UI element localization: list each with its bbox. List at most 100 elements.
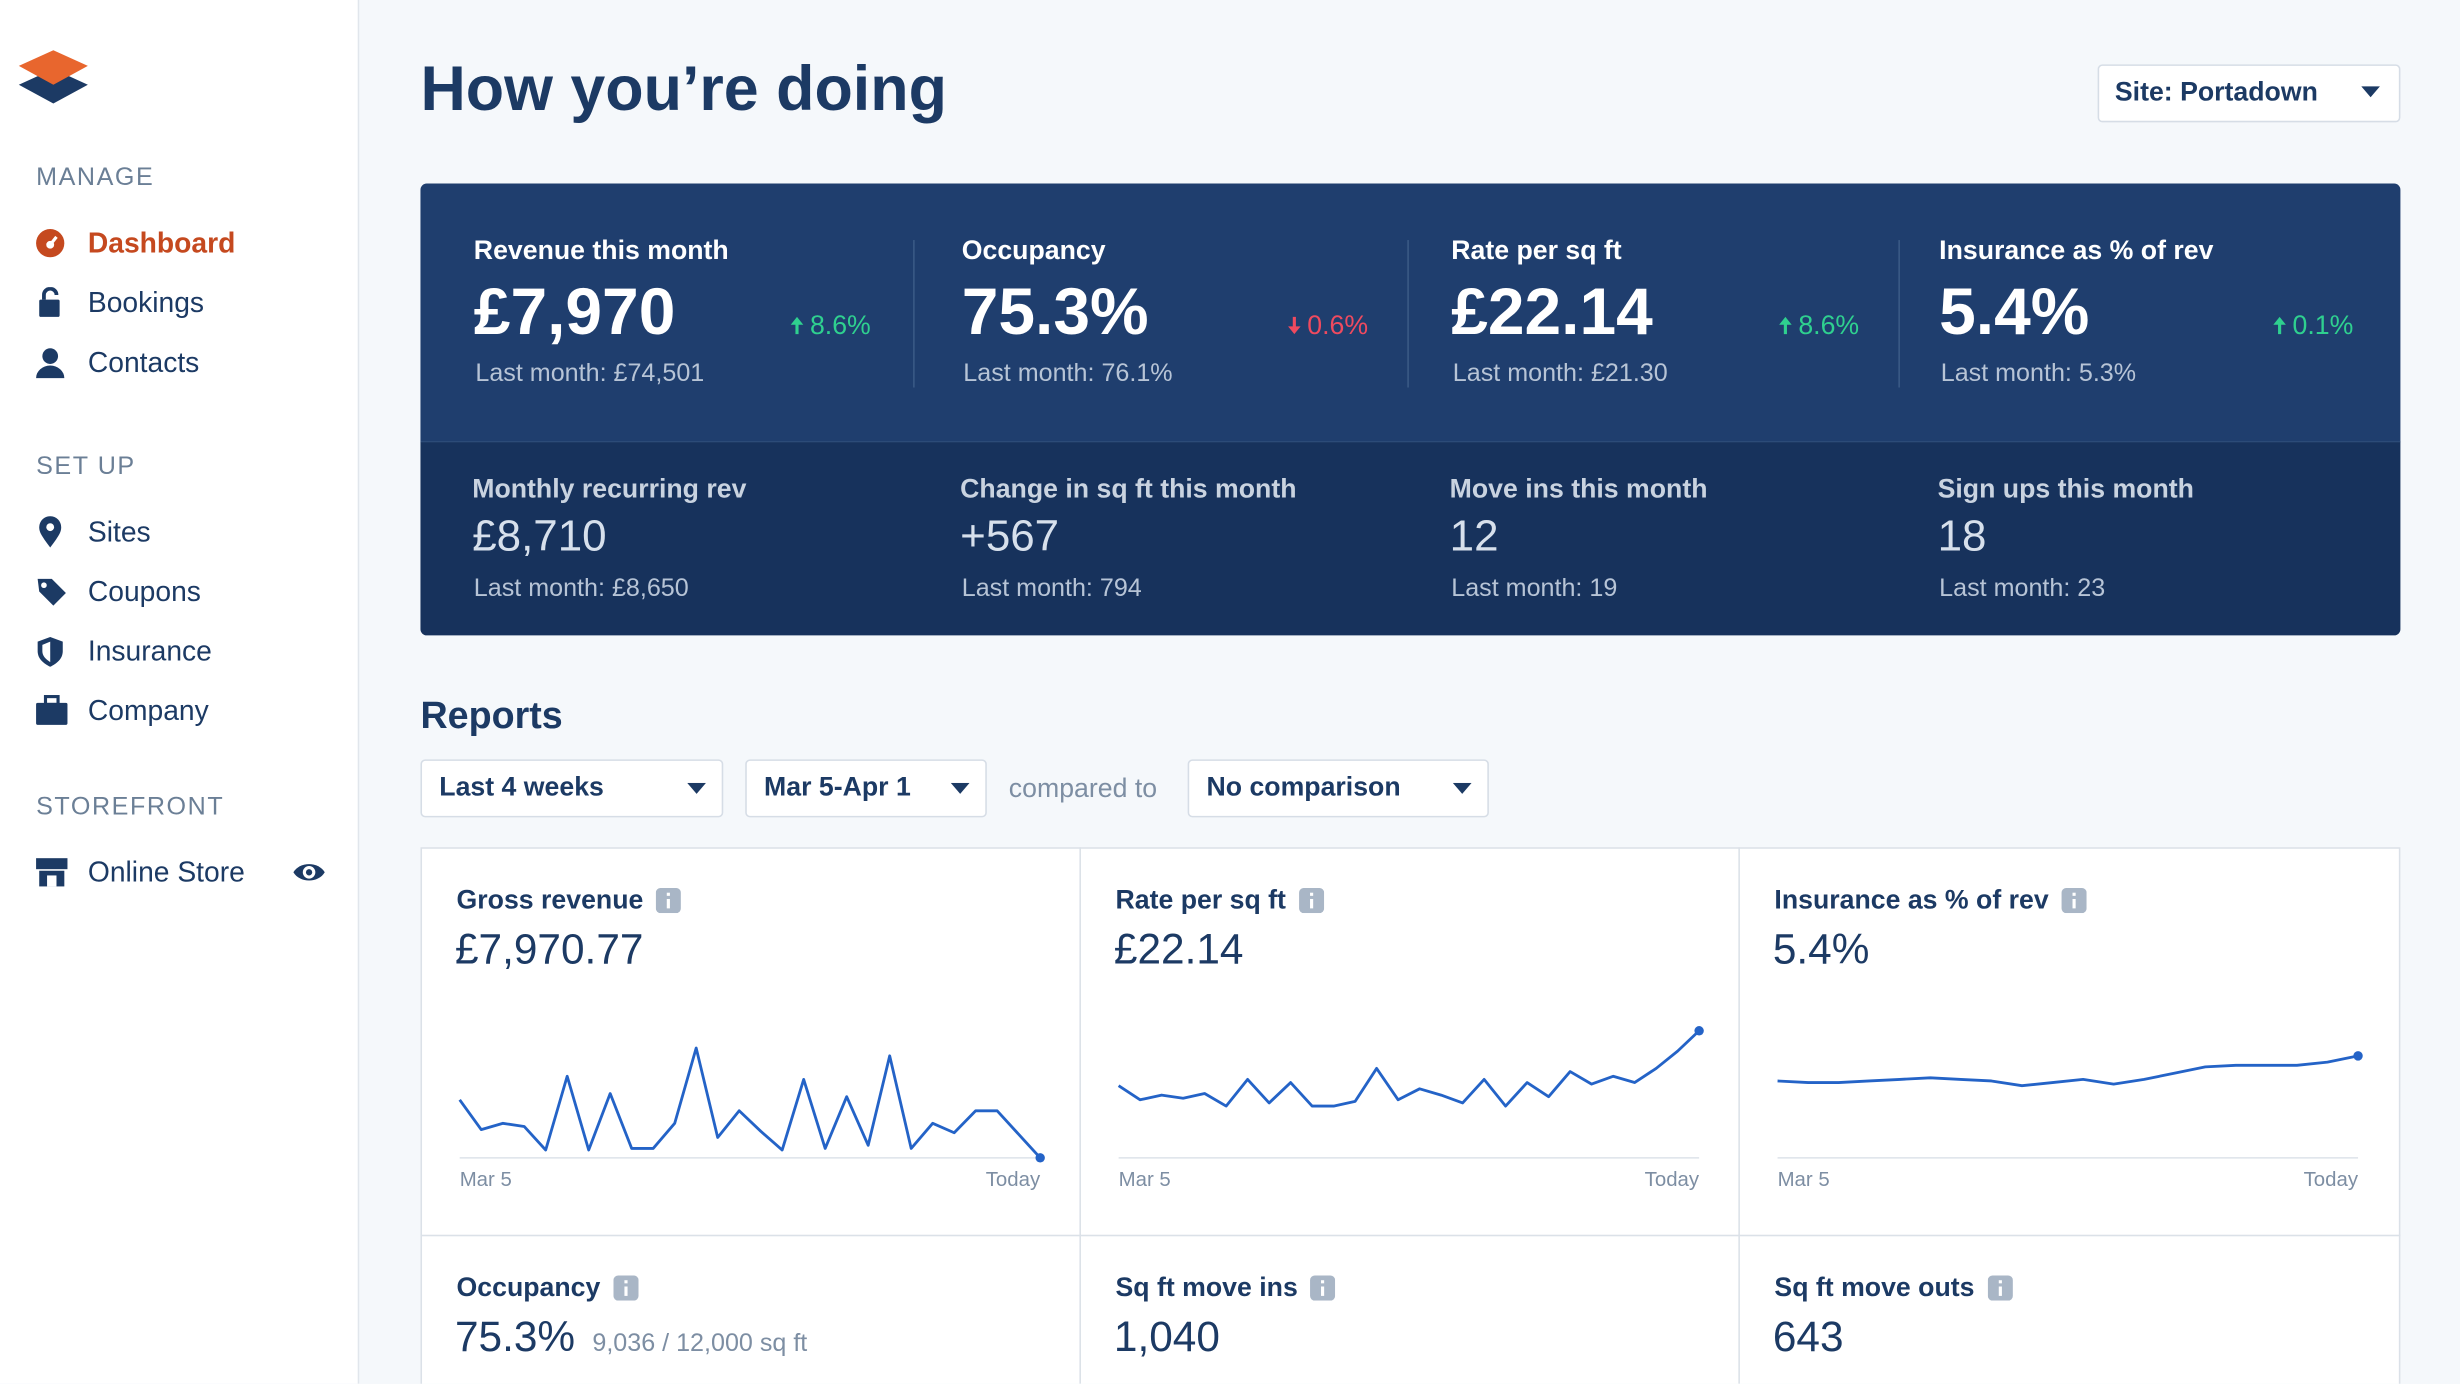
card-value: 75.3% (454, 1312, 576, 1360)
secondary-value: +567 (960, 511, 1060, 561)
cards-panel (420, 847, 2401, 1384)
secondary-value: 18 (1937, 511, 1987, 561)
card-value: 1,040 (1113, 1312, 1220, 1360)
nav-icon (36, 858, 68, 887)
card-value: 5.4% (1772, 924, 1870, 972)
nav-item[interactable]: Bookings (87, 286, 205, 318)
kpi-value: £22.14 (1451, 273, 1653, 348)
nav-icon (37, 636, 63, 667)
site-select[interactable] (2097, 64, 2401, 123)
compared-label: compared to (1008, 773, 1158, 804)
kpi-value: £7,970 (473, 273, 676, 348)
axis-start-label: Mar 5 (1777, 1166, 1830, 1191)
kpi-last-month: Last month: £21.30 (1452, 360, 1668, 387)
logo (18, 50, 88, 104)
nav-item[interactable]: Insurance (87, 634, 212, 666)
axis-end-label: Today (1644, 1166, 1700, 1191)
info-icon[interactable] (655, 887, 682, 914)
card-title: Rate per sq ft (1115, 884, 1286, 915)
kpi-panel-bottom (420, 440, 2401, 636)
reports-title: Reports (420, 694, 563, 737)
kpi-label: Occupancy (961, 235, 1106, 266)
secondary-label: Change in sq ft this month (960, 473, 1297, 504)
nav-item[interactable]: Company (87, 694, 209, 726)
dropdown-caret (2361, 86, 2381, 98)
nav-icon (39, 516, 62, 548)
secondary-value: £8,710 (472, 511, 607, 561)
kpi-change: 0.1% (2292, 310, 2354, 341)
info-icon[interactable] (2061, 887, 2087, 914)
dropdown-caret (1452, 782, 1472, 794)
secondary-last-month: Last month: 23 (1939, 575, 2106, 602)
info-icon[interactable] (1298, 887, 1324, 914)
nav-icon (39, 287, 60, 317)
nav-icon (36, 348, 65, 379)
kpi-label: Insurance as % of rev (1939, 235, 2214, 266)
kpi-value: 5.4% (1939, 273, 2090, 348)
nav-item[interactable]: Sites (87, 515, 151, 547)
card-divider (420, 1234, 2401, 1237)
secondary-value: 12 (1449, 511, 1499, 561)
dropdown-label: Last 4 weeks (439, 771, 604, 802)
info-icon[interactable] (612, 1275, 639, 1301)
dropdown-label: No comparison (1206, 771, 1401, 802)
kpi-panel-top (420, 183, 2401, 443)
dropdown[interactable] (1187, 759, 1489, 818)
kpi-change: 0.6% (1307, 310, 1369, 341)
change-arrow (2273, 316, 2287, 335)
card-value: £7,970.77 (454, 924, 644, 972)
kpi-last-month: Last month: 5.3% (1940, 360, 2137, 387)
info-icon[interactable] (1310, 1275, 1336, 1301)
dropdown[interactable] (745, 759, 987, 818)
nav-section-title: STOREFRONT (36, 793, 225, 820)
kpi-change: 8.6% (809, 310, 871, 341)
secondary-label: Sign ups this month (1937, 473, 2194, 504)
secondary-last-month: Last month: 19 (1451, 575, 1618, 602)
card-title: Sq ft move outs (1774, 1272, 1975, 1303)
kpi-change: 8.6% (1798, 310, 1860, 341)
nav-item[interactable]: Coupons (87, 575, 201, 607)
card-title: Insurance as % of rev (1774, 884, 2049, 915)
dropdown-caret (687, 782, 707, 794)
kpi-label: Rate per sq ft (1451, 235, 1622, 266)
site-select-label: Site: Portadown (2114, 76, 2318, 107)
card-divider (1738, 847, 1740, 1384)
axis-start-label: Mar 5 (459, 1166, 512, 1191)
card-divider (1079, 847, 1081, 1384)
preview-icon[interactable] (292, 860, 327, 885)
card-value: £22.14 (1113, 924, 1244, 972)
kpi-divider (913, 240, 915, 388)
nav-icon (36, 229, 65, 258)
sidebar (0, 0, 360, 1384)
secondary-last-month: Last month: £8,650 (473, 575, 689, 602)
secondary-label: Move ins this month (1449, 473, 1708, 504)
dropdown[interactable] (420, 759, 724, 818)
axis-end-label: Today (2303, 1166, 2359, 1191)
secondary-last-month: Last month: 794 (961, 575, 1142, 602)
change-arrow (1779, 316, 1793, 335)
kpi-value: 75.3% (961, 273, 1149, 348)
kpi-divider (1898, 240, 1900, 388)
nav-icon (37, 578, 66, 606)
kpi-label: Revenue this month (473, 235, 729, 266)
info-icon[interactable] (1987, 1275, 2013, 1301)
kpi-last-month: Last month: £74,501 (475, 360, 705, 387)
axis-end-label: Today (985, 1166, 1041, 1191)
nav-item[interactable]: Contacts (87, 345, 200, 378)
nav-item[interactable]: Online Store (87, 855, 245, 888)
change-arrow (791, 316, 804, 335)
card-title: Occupancy (456, 1272, 601, 1303)
card-value: 643 (1772, 1312, 1844, 1360)
nav-section-title: SET UP (36, 452, 136, 480)
page-title: How you’re doing (420, 54, 947, 124)
kpi-last-month: Last month: 76.1% (963, 360, 1173, 387)
nav-section-title: MANAGE (36, 163, 155, 191)
secondary-label: Monthly recurring rev (472, 473, 747, 504)
card-detail: 9,036 / 12,000 sq ft (592, 1329, 808, 1357)
dropdown-label: Mar 5-Apr 1 (764, 771, 911, 802)
card-title: Sq ft move ins (1115, 1272, 1298, 1303)
change-arrow (1288, 316, 1302, 335)
kpi-divider (1407, 240, 1409, 388)
nav-item[interactable]: Dashboard (87, 226, 236, 259)
